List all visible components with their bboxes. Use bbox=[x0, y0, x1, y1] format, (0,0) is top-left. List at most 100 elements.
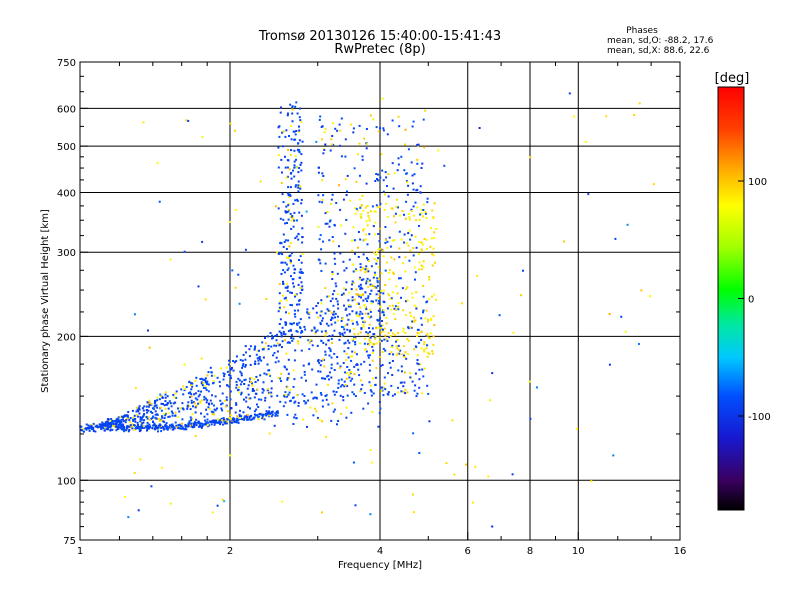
echo-point bbox=[216, 407, 218, 410]
echo-point bbox=[297, 340, 299, 343]
echo-point bbox=[296, 112, 299, 115]
echo-point bbox=[360, 213, 363, 216]
echo-point bbox=[115, 424, 118, 427]
echo-point bbox=[339, 366, 342, 369]
echo-point bbox=[351, 338, 354, 341]
echo-point bbox=[321, 420, 324, 423]
echo-point bbox=[391, 304, 394, 307]
echo-point bbox=[180, 427, 183, 430]
echo-point bbox=[244, 345, 247, 348]
echo-point bbox=[169, 258, 172, 261]
echo-point bbox=[128, 419, 131, 421]
echo-point bbox=[412, 120, 415, 123]
echo-point bbox=[412, 432, 415, 435]
echo-point bbox=[325, 322, 328, 325]
echo-point bbox=[367, 343, 370, 346]
echo-point bbox=[258, 415, 261, 418]
echo-point bbox=[146, 417, 149, 420]
echo-point bbox=[235, 402, 238, 405]
echo-point bbox=[143, 405, 146, 408]
echo-point bbox=[346, 366, 349, 368]
echo-point bbox=[303, 395, 306, 397]
echo-point bbox=[338, 245, 340, 248]
echo-point bbox=[277, 360, 280, 363]
echo-point bbox=[288, 135, 290, 137]
echo-point bbox=[361, 287, 364, 290]
echo-point bbox=[299, 318, 302, 321]
echo-point bbox=[368, 323, 371, 326]
x-tick-label: 8 bbox=[527, 546, 533, 557]
echo-point bbox=[428, 420, 431, 423]
echo-point bbox=[286, 211, 289, 213]
echo-point bbox=[290, 260, 292, 263]
echo-point bbox=[426, 355, 429, 358]
echo-point bbox=[246, 416, 248, 419]
echo-point bbox=[127, 430, 130, 433]
echo-point bbox=[247, 406, 250, 409]
echo-point bbox=[238, 391, 241, 394]
echo-point bbox=[425, 347, 428, 350]
echo-point bbox=[336, 356, 339, 358]
echo-point bbox=[342, 292, 345, 295]
echo-point bbox=[340, 155, 343, 158]
echo-point bbox=[426, 384, 429, 387]
echo-point bbox=[386, 215, 389, 218]
echo-point bbox=[329, 371, 331, 374]
echo-point bbox=[299, 287, 302, 289]
echo-point bbox=[362, 268, 364, 270]
echo-point bbox=[367, 295, 370, 298]
echo-point bbox=[357, 153, 359, 156]
echo-point bbox=[584, 140, 587, 143]
echo-point bbox=[274, 414, 277, 417]
echo-point bbox=[400, 296, 402, 299]
echo-point bbox=[163, 417, 166, 420]
echo-point bbox=[394, 221, 397, 224]
echo-point bbox=[293, 359, 296, 362]
echo-point bbox=[254, 381, 257, 383]
echo-point bbox=[208, 424, 211, 427]
echo-point bbox=[277, 126, 280, 129]
echo-point bbox=[359, 238, 362, 241]
echo-point bbox=[201, 240, 204, 243]
echo-point bbox=[143, 426, 146, 429]
echo-point bbox=[228, 374, 231, 376]
echo-point bbox=[330, 419, 333, 422]
echo-point bbox=[255, 375, 258, 378]
echo-point bbox=[320, 299, 323, 302]
echo-point bbox=[333, 289, 336, 292]
echo-point bbox=[387, 195, 390, 198]
echo-point bbox=[308, 316, 311, 319]
echo-point bbox=[345, 218, 348, 221]
echo-point bbox=[109, 419, 112, 422]
echo-point bbox=[191, 418, 194, 421]
echo-point bbox=[316, 344, 319, 347]
echo-point bbox=[186, 405, 189, 408]
echo-point bbox=[396, 352, 399, 355]
echo-point bbox=[290, 228, 293, 230]
echo-point bbox=[350, 355, 353, 358]
echo-point bbox=[289, 103, 292, 106]
echo-point bbox=[380, 331, 383, 334]
echo-point bbox=[161, 396, 164, 399]
echo-point bbox=[321, 405, 324, 408]
echo-point bbox=[110, 424, 113, 426]
echo-point bbox=[111, 421, 113, 424]
echo-point bbox=[404, 256, 407, 259]
echo-point bbox=[345, 307, 348, 310]
echo-point bbox=[365, 280, 368, 283]
echo-point bbox=[154, 400, 157, 403]
echo-point bbox=[590, 480, 593, 483]
echo-point bbox=[239, 370, 242, 373]
echo-point bbox=[197, 420, 200, 423]
echo-point bbox=[323, 131, 326, 134]
echo-point bbox=[421, 243, 424, 246]
echo-point bbox=[431, 352, 434, 355]
echo-point bbox=[326, 222, 329, 225]
echo-point bbox=[404, 128, 407, 131]
echo-point bbox=[236, 355, 238, 358]
echo-point bbox=[234, 129, 236, 132]
echo-point bbox=[165, 425, 168, 428]
echo-point bbox=[353, 336, 355, 339]
echo-point bbox=[278, 125, 281, 128]
echo-point bbox=[402, 262, 405, 265]
